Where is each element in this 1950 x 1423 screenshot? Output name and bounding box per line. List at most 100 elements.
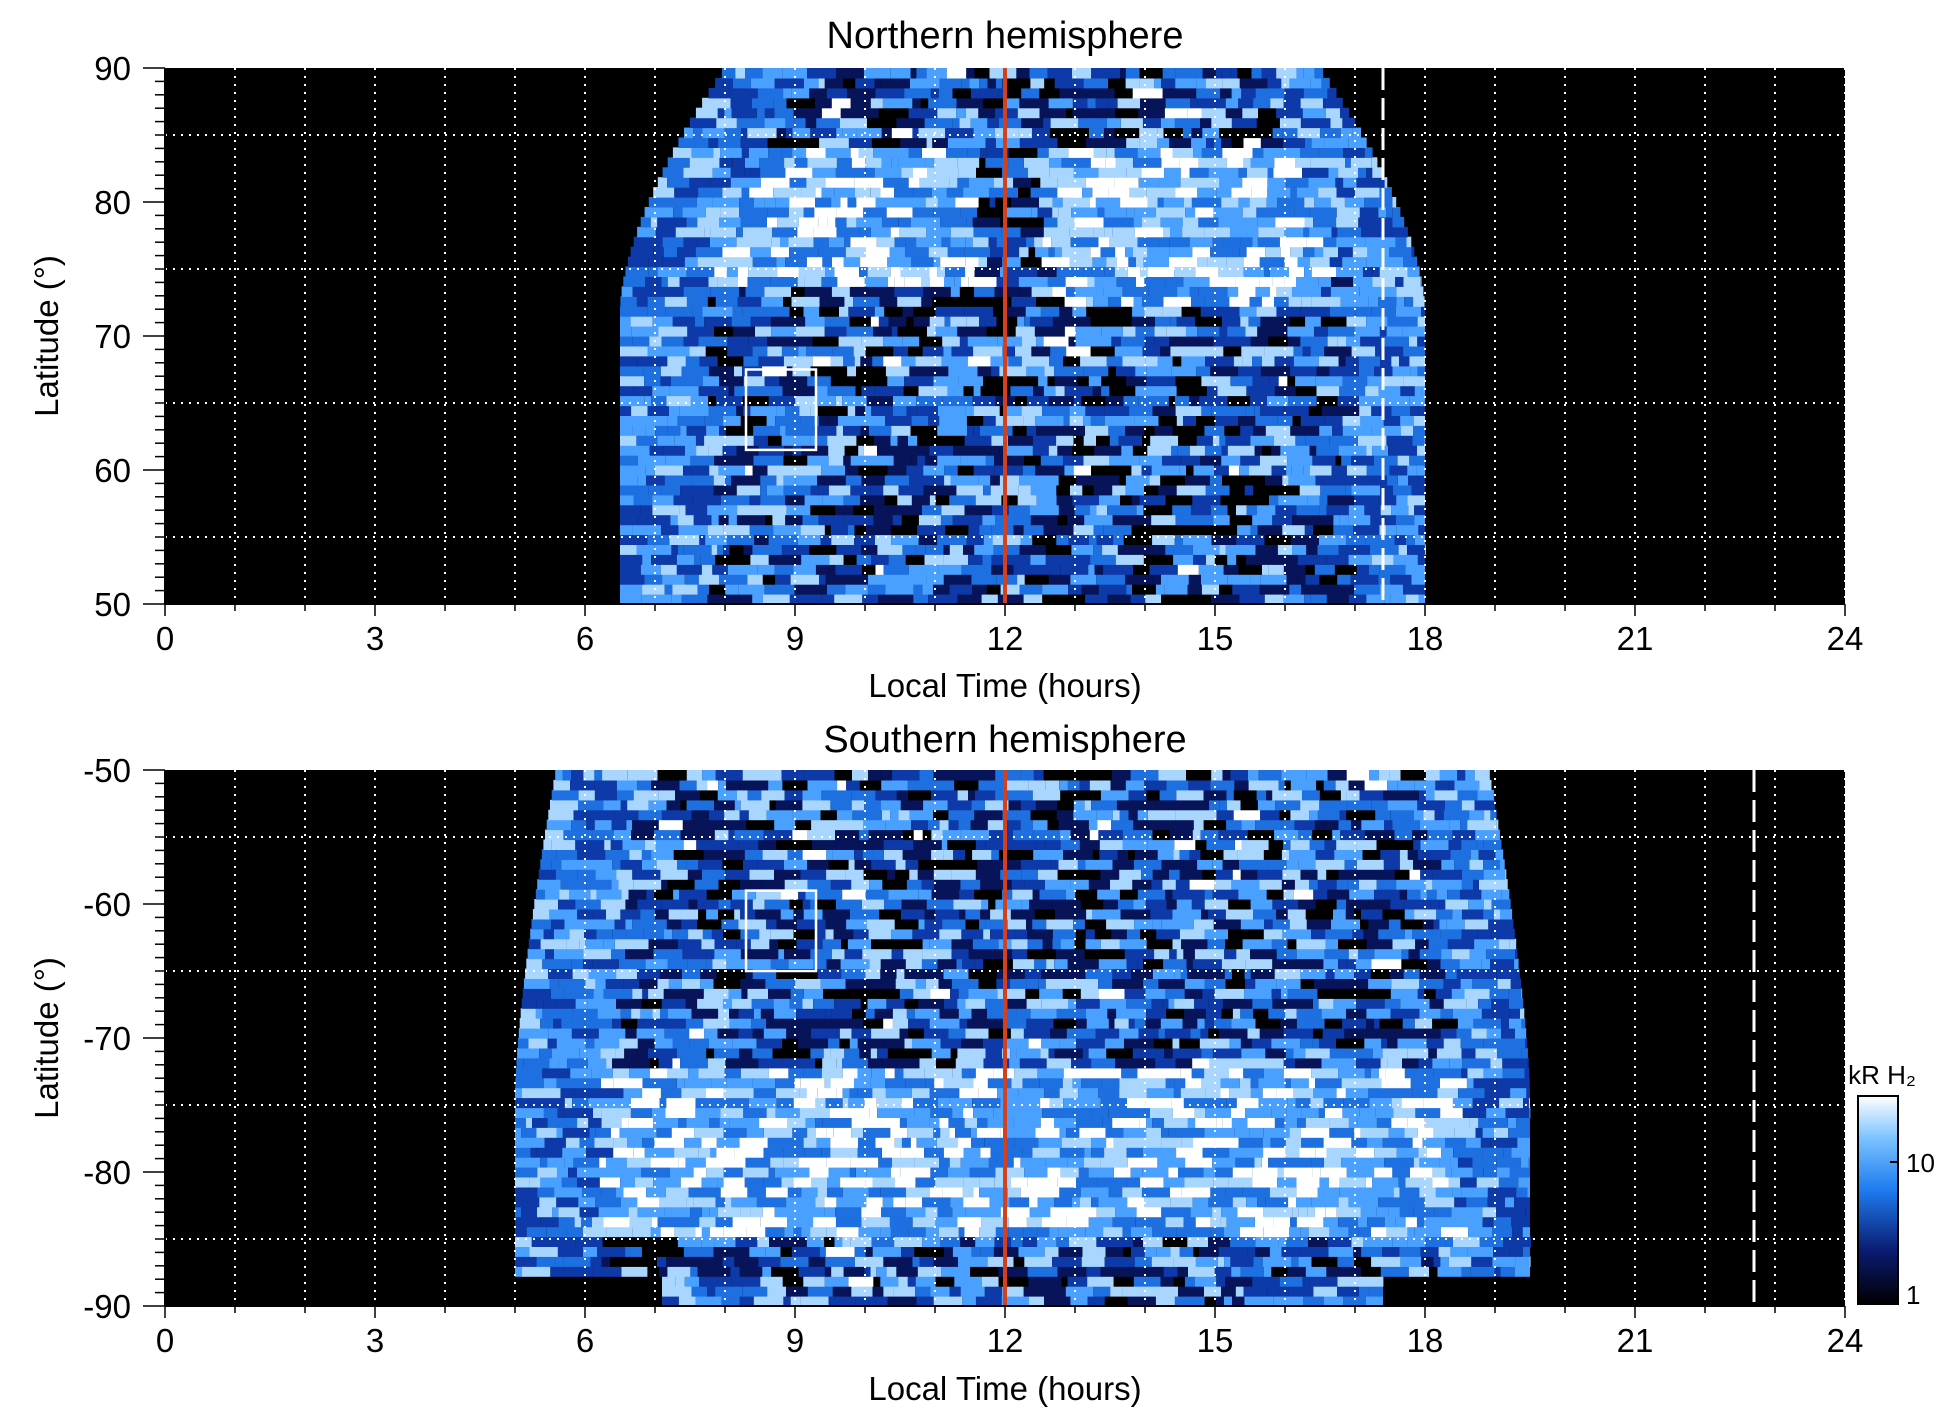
north-emission-cell (997, 594, 1024, 604)
north-emission-cell (1120, 68, 1126, 79)
south-emission-cell (1364, 1067, 1371, 1079)
south-emission-cell (575, 1236, 603, 1247)
north-emission-cell (1122, 326, 1136, 337)
south-emission-cell (1333, 998, 1356, 1009)
north-emission-cell (1225, 435, 1242, 446)
south-emission-cell (1210, 1226, 1224, 1238)
north-emission-cell (1158, 484, 1177, 496)
north-emission-cell (1251, 68, 1262, 79)
south-emission-cell (1001, 1296, 1029, 1306)
south-emission-cell (556, 1196, 579, 1208)
south-emission-cell (1049, 1226, 1059, 1238)
south-emission-cell (1211, 1097, 1227, 1109)
south-emission-cell (701, 869, 726, 880)
south-emission-cell (1263, 1127, 1290, 1138)
south-emission-cell (925, 1206, 938, 1218)
south-emission-cell (1521, 1047, 1528, 1059)
north-emission-cell (854, 177, 884, 188)
south-emission-cell (1366, 1018, 1374, 1029)
south-emission-cell (1305, 1047, 1330, 1059)
south-emission-cell (579, 1047, 601, 1059)
north-emission-cell (946, 68, 967, 79)
south-emission-cell (703, 988, 722, 999)
south-emission-cell (522, 1087, 548, 1099)
north-emission-cell (1321, 77, 1330, 89)
north-emission-cell (1204, 226, 1231, 238)
south-emission-cell (1289, 1226, 1301, 1238)
north-emission-cell (1226, 157, 1244, 168)
south-emission-cell (1474, 938, 1499, 950)
north-emission-cell (847, 197, 857, 208)
north-emission-cell (1176, 385, 1207, 397)
south-emission-cell (1483, 1167, 1497, 1178)
north-emission-cell (1126, 207, 1135, 218)
south-emission-cell (515, 1186, 538, 1198)
south-emission-cell (782, 1276, 804, 1287)
north-emission-cell (1366, 167, 1373, 178)
north-emission-cell (1005, 97, 1020, 109)
south-emission-cell (1286, 1236, 1309, 1247)
south-emission-cell (711, 928, 724, 940)
north-emission-cell (958, 375, 983, 387)
north-emission-cell (1095, 97, 1108, 109)
north-emission-cell (1075, 326, 1102, 337)
south-emission-cell (1348, 1196, 1379, 1208)
north-emission-cell (1144, 336, 1155, 347)
south-emission-cell (940, 1127, 950, 1138)
south-emission-cell (880, 958, 906, 970)
south-emission-cell (1104, 1296, 1128, 1306)
north-emission-cell (1372, 167, 1383, 178)
north-emission-cell (965, 107, 979, 119)
north-emission-cell (1114, 147, 1138, 158)
north-emission-cell (1320, 157, 1345, 168)
north-emission-cell (1388, 445, 1417, 456)
south-emission-cell (780, 1256, 809, 1267)
north-emission-cell (1360, 415, 1384, 426)
south-emission-cell (1284, 1117, 1298, 1128)
north-emission-cell (1387, 316, 1418, 327)
south-emission-cell (846, 918, 867, 930)
south-emission-cell (638, 938, 649, 950)
north-emission-cell (926, 68, 947, 79)
south-emission-cell (1176, 948, 1184, 960)
south-emission-cell (1038, 978, 1046, 989)
south-emission-cell (1285, 1147, 1300, 1158)
south-emission-cell (1270, 1137, 1286, 1148)
north-emission-cell (1263, 147, 1282, 158)
north-emission-cell (944, 276, 955, 287)
south-emission-cell (958, 988, 969, 999)
north-emission-cell (644, 207, 674, 218)
south-emission-cell (1160, 1018, 1183, 1029)
south-emission-cell (740, 909, 756, 920)
south-emission-cell (1108, 1107, 1136, 1118)
south-emission-cell (1276, 1087, 1294, 1099)
north-emission-cell (899, 226, 927, 238)
north-emission-cell (999, 365, 1027, 377)
north-emission-cell (892, 514, 902, 526)
north-emission-cell (1409, 395, 1425, 407)
south-emission-cell (718, 1008, 730, 1019)
north-emission-cell (918, 514, 941, 526)
north-emission-cell (708, 445, 723, 456)
north-emission-cell (1238, 415, 1256, 426)
south-emission-cell (1253, 1256, 1263, 1267)
north-emission-cell (1417, 554, 1425, 565)
south-emission-cell (1298, 1206, 1308, 1218)
north-emission-cell (1054, 77, 1084, 89)
north-emission-cell (1026, 365, 1045, 377)
north-emission-cell (987, 77, 996, 89)
south-emission-cell (813, 869, 827, 880)
north-emission-cell (752, 256, 777, 268)
south-emission-cell (1228, 1177, 1253, 1188)
south-emission-cell (1232, 968, 1245, 979)
north-emission-cell (908, 107, 938, 119)
north-emission-cell (1126, 584, 1132, 595)
north-emission-cell (698, 187, 723, 198)
south-emission-cell (1469, 948, 1487, 960)
south-emission-cell (1392, 938, 1416, 950)
south-emission-cell (1127, 1296, 1156, 1306)
north-emission-cell (1090, 246, 1101, 258)
north-emission-cell (836, 207, 864, 218)
north-emission-cell (1017, 107, 1040, 119)
north-emission-cell (645, 276, 662, 287)
